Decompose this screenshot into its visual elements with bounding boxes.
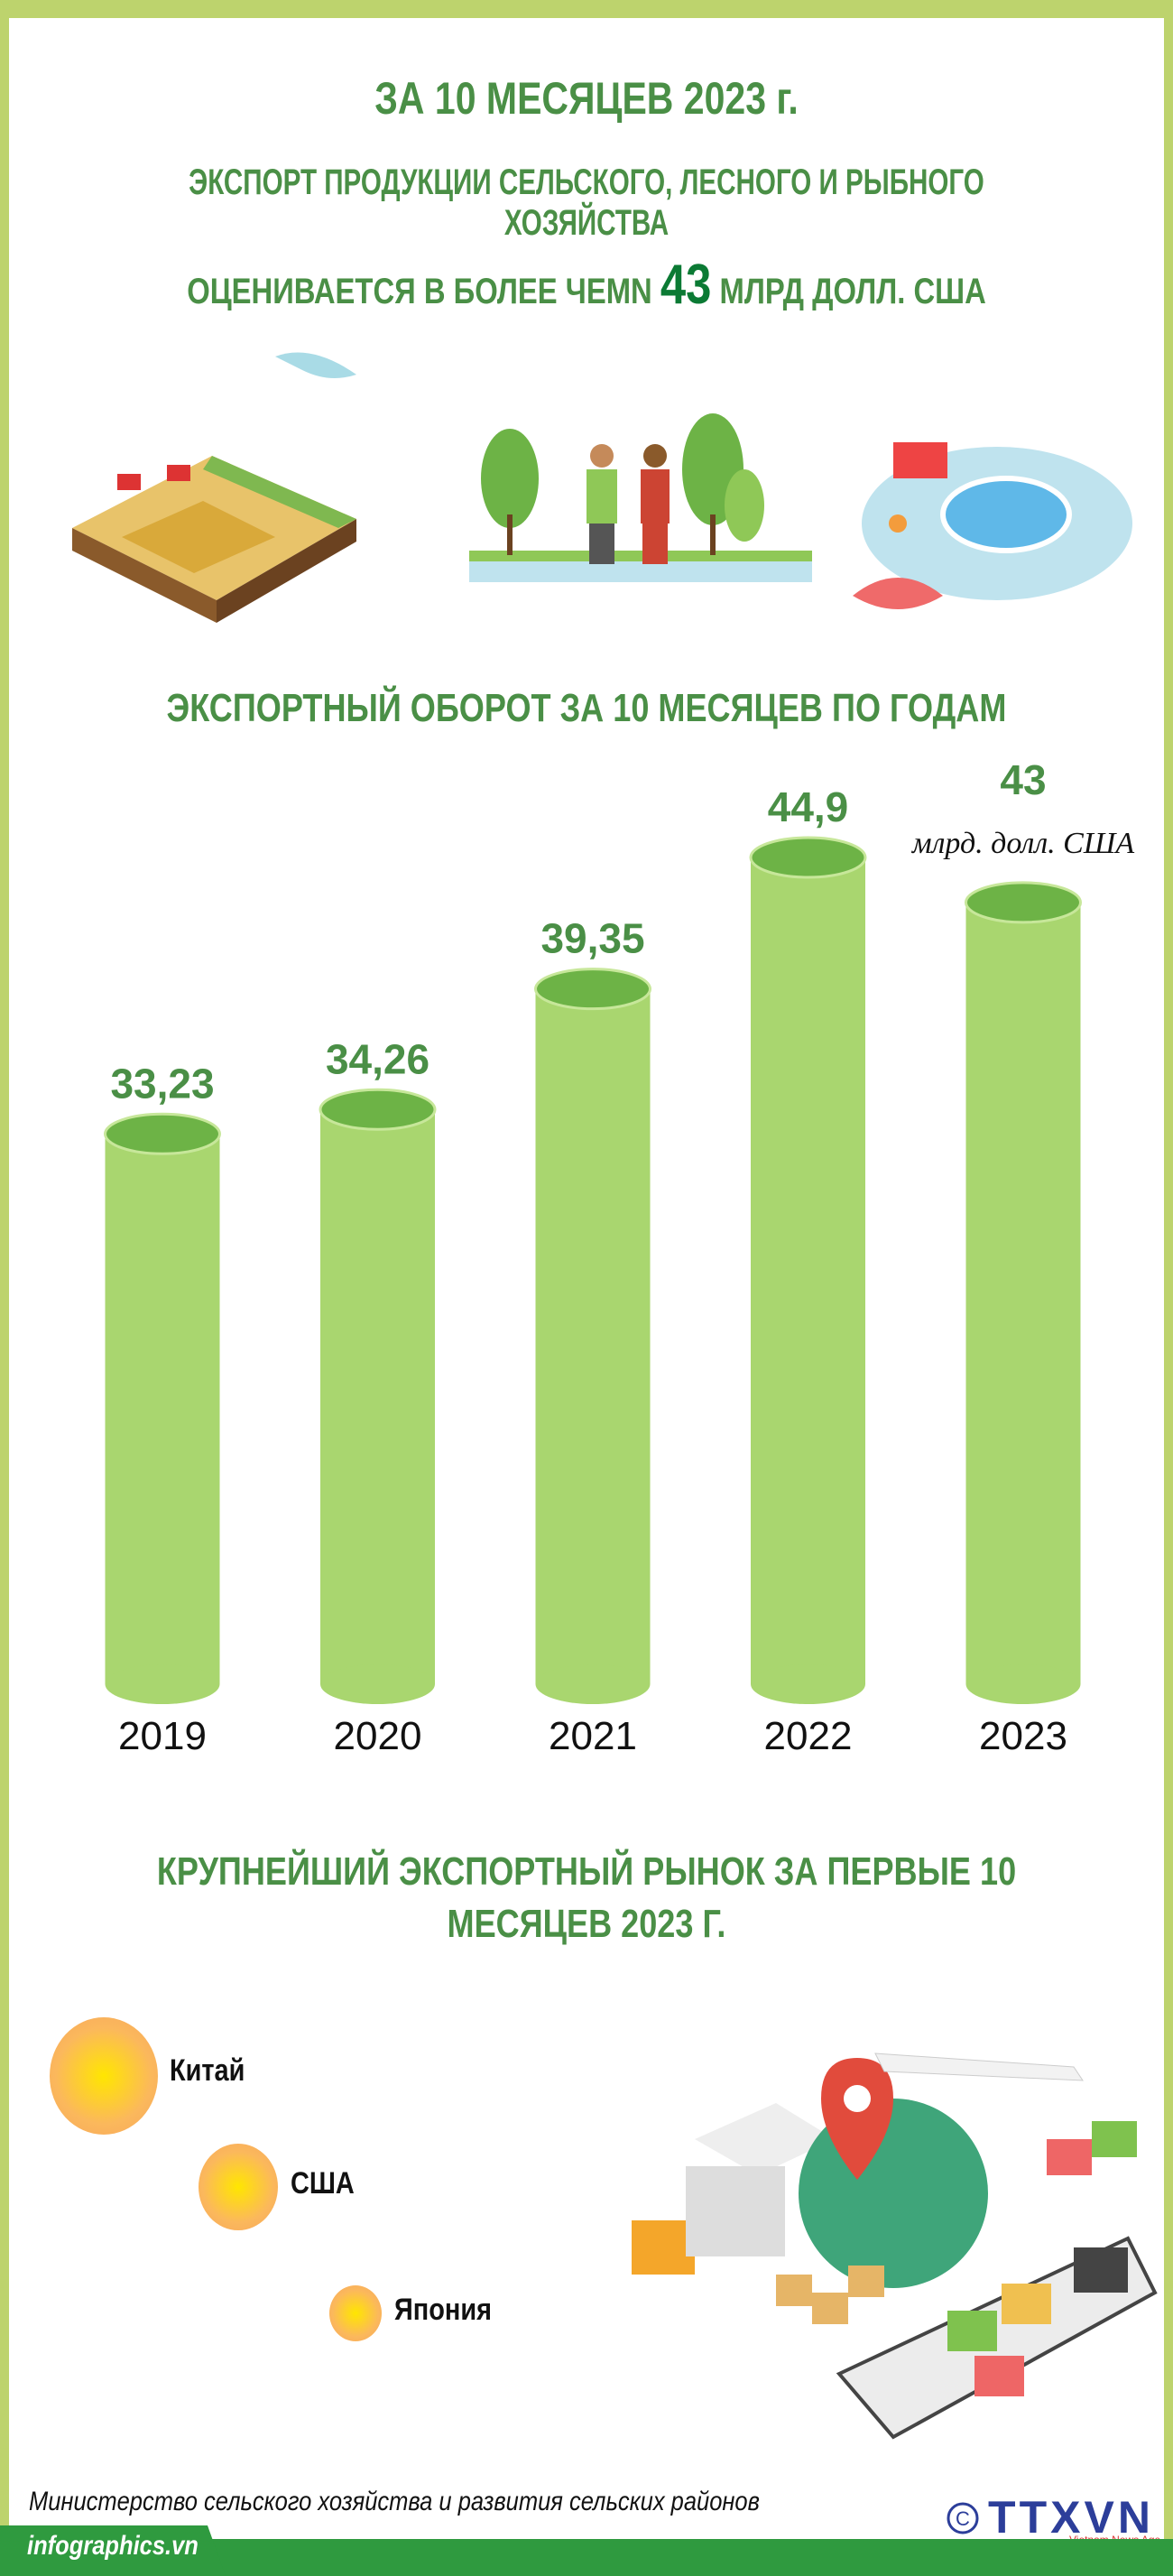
bar-value-label: 34,26 (326, 1035, 429, 1082)
bar-base (320, 1664, 435, 1704)
headline-value: ОЦЕНИВАЕТСЯ В БОЛЕЕ ЧЕМN 43 МЛРД ДОЛЛ. С… (106, 253, 1067, 317)
bar-body (751, 857, 865, 1684)
bar-base (535, 1664, 651, 1704)
bar-base (105, 1664, 220, 1704)
x-tick-label: 2023 (979, 1714, 1067, 1758)
bar-body (320, 1109, 435, 1684)
bar-top (749, 836, 867, 879)
chart-title: ЭКСПОРТНЫЙ ОБОРОТ ЗА 10 МЕСЯЦЕВ ПО ГОДАМ (166, 686, 1007, 730)
bar-top (534, 968, 651, 1011)
headline-value-post: МЛРД ДОЛЛ. США (711, 272, 986, 311)
markets-title: КРУПНЕЙШИЙ ЭКСПОРТНЫЙ РЫНОК ЗА ПЕРВЫЕ 10… (156, 1849, 1017, 1946)
logistics-illustration (632, 2052, 1158, 2440)
market-label-china: Китай (170, 2053, 245, 2088)
headline-period: ЗА 10 МЕСЯЦЕВ 2023 г. (374, 73, 799, 124)
headline-value-pre: ОЦЕНИВАЕТСЯ В БОЛЕЕ ЧЕМN (187, 272, 660, 311)
farmers-illustration (469, 413, 812, 582)
bar-value-label: 39,35 (540, 915, 644, 962)
x-tick-label: 2019 (118, 1714, 207, 1758)
bar-value-label: 44,9 (768, 783, 849, 830)
svg-text:C: C (956, 2507, 970, 2530)
bar-unit-label: млрд. долл. США (911, 827, 1134, 860)
ttxvn-logo: C TTXVN Vietnam News Agency (947, 2492, 1159, 2545)
bar-base (751, 1664, 865, 1704)
bar-value-label: 33,23 (110, 1060, 214, 1107)
site-link[interactable]: infographics.vn (27, 2531, 199, 2561)
source-text: Министерство сельского хозяйства и разви… (29, 2487, 760, 2516)
market-label-japan: Япония (394, 2293, 492, 2327)
bar-body (965, 902, 1081, 1684)
market-label-usa: США (291, 2166, 355, 2201)
x-tick-label: 2021 (549, 1714, 637, 1758)
headline-value-number: 43 (660, 254, 712, 316)
bar-value-label: 43 (1000, 756, 1046, 803)
x-tick-label: 2020 (334, 1714, 422, 1758)
bar-top (965, 881, 1082, 924)
bar-body (535, 988, 651, 1684)
bar-body (105, 1134, 220, 1684)
market-bubble-usa (199, 2144, 278, 2230)
svg-text:TTXVN: TTXVN (988, 2492, 1150, 2543)
market-bubble-japan (329, 2285, 382, 2341)
bar-top (319, 1088, 437, 1131)
bar-top (104, 1112, 221, 1155)
market-bubble-china (50, 2017, 158, 2135)
aquaculture-illustration (853, 442, 1132, 609)
headline-subject: ЭКСПОРТ ПРОДУКЦИИ СЕЛЬСКОГО, ЛЕСНОГО И Р… (189, 162, 984, 243)
bar-base (965, 1664, 1081, 1704)
footer-tab (0, 2525, 226, 2576)
farm-illustration (72, 352, 356, 623)
x-tick-label: 2022 (764, 1714, 853, 1758)
